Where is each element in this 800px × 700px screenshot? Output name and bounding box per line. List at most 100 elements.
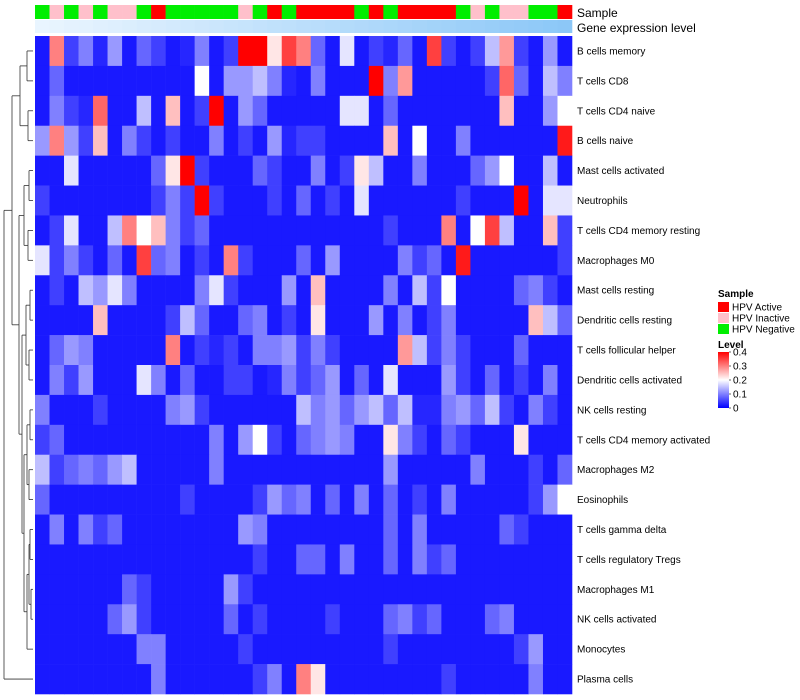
heatmap-cell <box>165 664 181 695</box>
heatmap-cell <box>296 185 312 216</box>
heatmap-cell <box>136 664 152 695</box>
heatmap-cell <box>368 514 384 545</box>
heatmap-cell <box>499 305 515 336</box>
heatmap-cell <box>64 484 79 515</box>
heatmap-cell <box>78 604 94 635</box>
heatmap-cell <box>368 305 384 336</box>
heatmap-cell <box>93 365 108 396</box>
heatmap-cell <box>484 275 500 306</box>
heatmap-cell <box>296 95 312 127</box>
heatmap-cell <box>180 155 195 186</box>
heatmap-cell <box>180 65 195 97</box>
heatmap-cell <box>35 574 50 605</box>
heatmap-cell <box>513 574 529 605</box>
heatmap-cell <box>426 245 442 276</box>
heatmap-cell <box>339 125 355 156</box>
heatmap-cell <box>209 125 224 156</box>
heatmap-cell <box>397 275 413 306</box>
heatmap-cell <box>107 335 123 366</box>
heatmap-cell <box>368 365 384 396</box>
heatmap-cell <box>35 484 50 515</box>
gene-annotation-cell <box>78 20 94 33</box>
heatmap-cell <box>441 95 457 127</box>
gene-annotation-cell <box>122 20 137 33</box>
heatmap-cell <box>397 36 413 67</box>
heatmap-cell <box>107 394 123 426</box>
heatmap-cell <box>296 574 312 605</box>
heatmap-cell <box>542 95 558 127</box>
heatmap-cell <box>426 185 442 216</box>
heatmap-cell <box>136 514 152 545</box>
heatmap-cell <box>151 664 166 695</box>
sample-annotation-cell <box>542 5 558 19</box>
heatmap-cell <box>107 275 123 306</box>
heatmap-cell <box>426 514 442 545</box>
heatmap-cell <box>93 664 108 695</box>
heatmap-cell <box>223 185 239 216</box>
heatmap-cell <box>78 335 94 366</box>
heatmap-cell <box>122 604 137 635</box>
heatmap-cell <box>528 275 544 306</box>
gene-annotation-cell <box>542 20 558 33</box>
heatmap-cell <box>542 424 558 456</box>
heatmap-cell <box>470 305 486 336</box>
gene-annotation-cell <box>310 20 326 33</box>
heatmap-cell <box>267 215 283 246</box>
heatmap-cell <box>93 484 108 515</box>
heatmap-cell <box>499 245 515 276</box>
gene-annotation-cell <box>470 20 486 33</box>
heatmap-cell <box>455 275 471 306</box>
heatmap-cell <box>209 245 224 276</box>
sample-annotation-cell <box>528 5 544 19</box>
heatmap-cell <box>209 365 224 396</box>
heatmap-cell <box>310 574 326 605</box>
heatmap-cell <box>93 305 108 336</box>
heatmap-cell <box>499 275 515 306</box>
heatmap-cell <box>194 245 210 276</box>
heatmap-cell <box>368 125 384 156</box>
heatmap-cell <box>49 514 65 545</box>
heatmap-cell <box>426 36 442 67</box>
heatmap-cell <box>252 36 268 67</box>
heatmap-cell <box>368 36 384 67</box>
heatmap-cell <box>78 95 94 127</box>
heatmap-cell <box>528 65 544 97</box>
heatmap-cell <box>310 305 326 336</box>
heatmap-cell <box>151 335 166 366</box>
heatmap-cell <box>528 514 544 545</box>
heatmap-cell <box>397 484 413 515</box>
gene-annotation-cell <box>107 20 123 33</box>
heatmap-cell <box>281 36 297 67</box>
gene-annotation-cell <box>513 20 529 33</box>
heatmap-cell <box>354 394 370 426</box>
sample-annotation-cell <box>267 5 283 19</box>
heatmap-cell <box>151 634 166 665</box>
heatmap-cell <box>194 394 210 426</box>
heatmap-cell <box>194 125 210 156</box>
heatmap-cell <box>310 484 326 515</box>
heatmap-cell <box>354 215 370 246</box>
heatmap-cell <box>64 335 79 366</box>
heatmap-cell <box>455 604 471 635</box>
heatmap-cell <box>165 245 181 276</box>
gene-annotation-cell <box>64 20 79 33</box>
heatmap-cell <box>151 305 166 336</box>
heatmap-cell <box>484 664 500 695</box>
heatmap-cell <box>528 215 544 246</box>
heatmap-cell <box>470 245 486 276</box>
heatmap-cell <box>194 185 210 216</box>
heatmap-cell <box>238 574 254 605</box>
heatmap-cell <box>499 215 515 246</box>
heatmap-cell <box>78 65 94 97</box>
heatmap-cell <box>296 36 312 67</box>
level-legend-tick-label: 0.1 <box>733 390 747 401</box>
heatmap-cell <box>325 454 341 485</box>
heatmap-cell <box>528 454 544 485</box>
heatmap-cell <box>78 394 94 426</box>
heatmap-cell <box>557 394 573 426</box>
heatmap-cell <box>122 95 137 127</box>
heatmap-cell <box>78 664 94 695</box>
heatmap-cell <box>542 36 558 67</box>
heatmap-cell <box>281 604 297 635</box>
heatmap-cell <box>470 454 486 485</box>
